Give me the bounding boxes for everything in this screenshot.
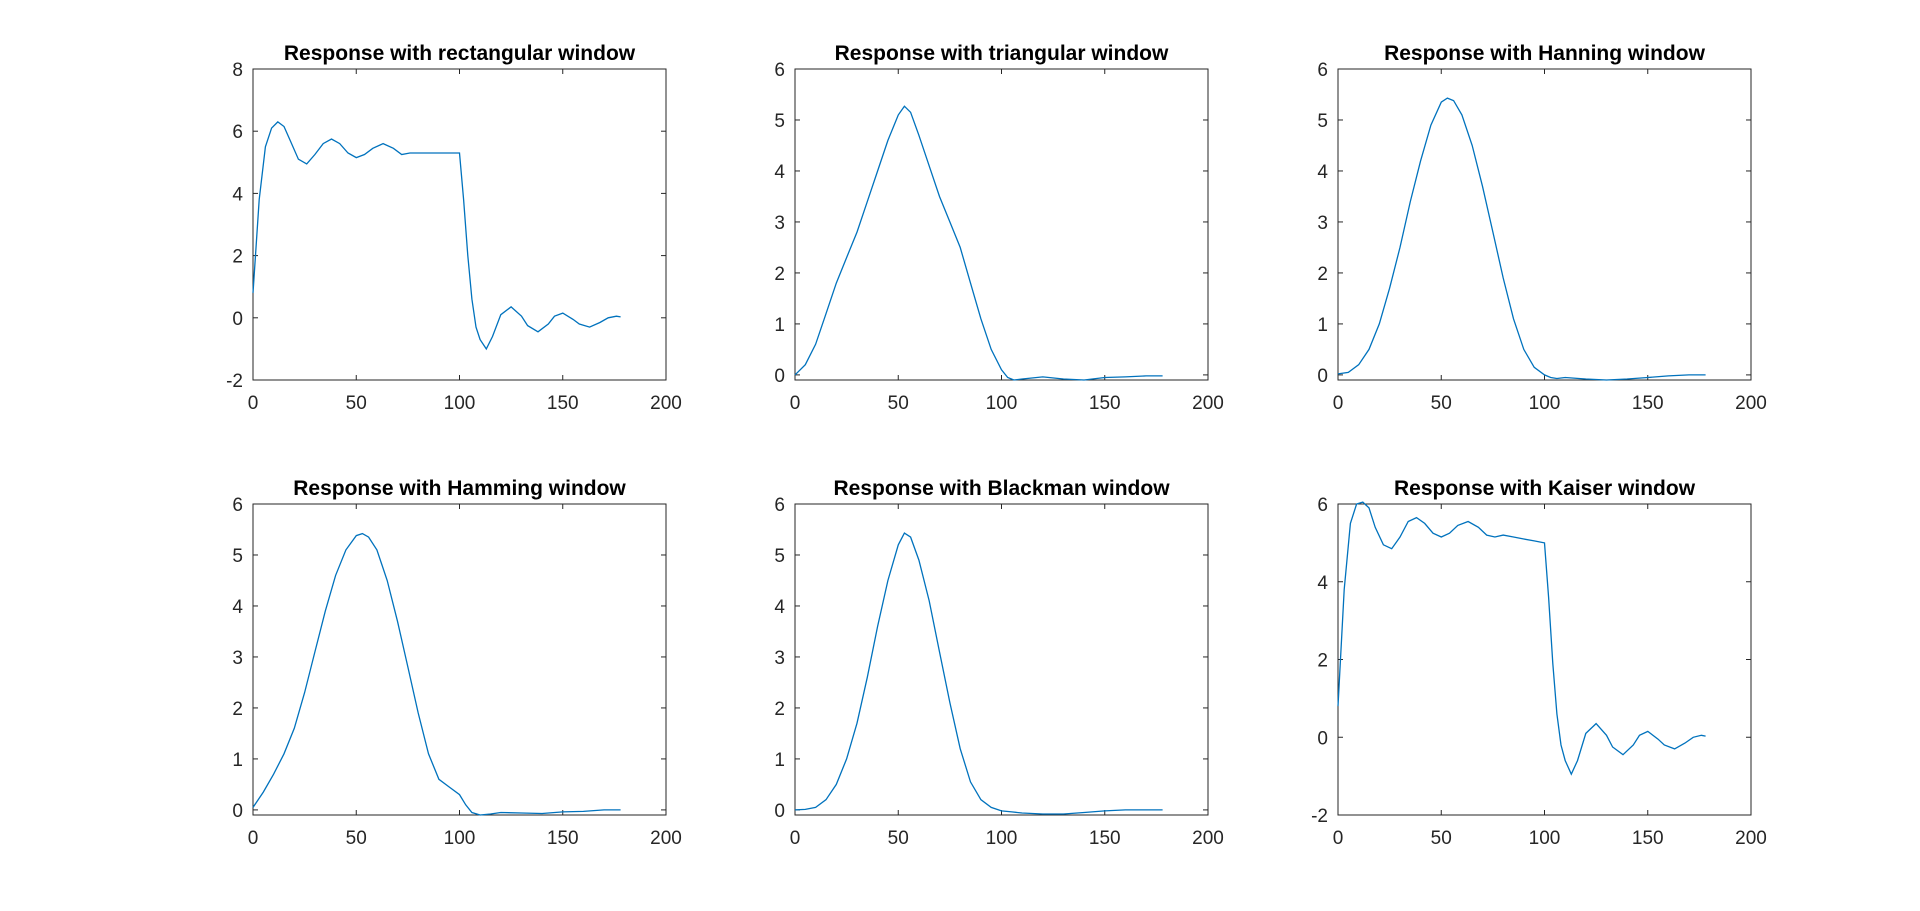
y-tick-label: 4: [774, 597, 785, 618]
chart-title: Response with rectangular window: [284, 42, 636, 65]
axes-box: [794, 68, 1209, 381]
y-tick-label: 3: [232, 648, 243, 669]
axes-box: [794, 503, 1209, 816]
x-tick-label: 200: [1192, 393, 1224, 414]
y-tick-label: 5: [1317, 111, 1328, 132]
x-tick-label: 100: [1529, 828, 1561, 849]
x-tick-label: 150: [1089, 828, 1121, 849]
y-tick-label: 0: [774, 801, 785, 822]
y-tick-label: 6: [232, 122, 243, 143]
y-tick-label: 4: [774, 162, 785, 183]
chart-title: Response with Blackman window: [833, 477, 1170, 500]
y-tick-label: 4: [1317, 162, 1328, 183]
chart-title: Response with Kaiser window: [1394, 477, 1696, 500]
y-tick-label: 3: [774, 648, 785, 669]
x-tick-label: 0: [790, 393, 801, 414]
x-tick-label: 0: [248, 828, 259, 849]
x-tick-label: 100: [986, 393, 1018, 414]
x-tick-label: 50: [888, 828, 909, 849]
x-tick-label: 100: [1529, 393, 1561, 414]
axes-box: [252, 503, 667, 816]
x-tick-label: 200: [1735, 828, 1767, 849]
y-tick-label: 2: [1317, 264, 1328, 285]
y-tick-label: 6: [774, 495, 785, 516]
x-tick-label: 200: [1735, 393, 1767, 414]
x-tick-label: 0: [1333, 393, 1344, 414]
y-tick-label: 6: [774, 60, 785, 81]
x-tick-label: 100: [444, 393, 476, 414]
y-tick-label: 8: [232, 60, 243, 81]
x-tick-label: 100: [444, 828, 476, 849]
axes-box: [1337, 68, 1752, 381]
y-tick-label: -2: [226, 371, 243, 392]
y-tick-label: 4: [232, 184, 243, 205]
y-tick-label: 6: [1317, 60, 1328, 81]
y-tick-label: 4: [232, 597, 243, 618]
axes-box: [1337, 503, 1752, 816]
x-tick-label: 50: [888, 393, 909, 414]
y-tick-label: 2: [1317, 651, 1328, 672]
chart-title: Response with Hamming window: [293, 477, 626, 500]
y-tick-label: 3: [1317, 213, 1328, 234]
y-tick-label: 5: [774, 546, 785, 567]
y-tick-label: 4: [1317, 573, 1328, 594]
y-tick-label: 5: [774, 111, 785, 132]
y-tick-label: 1: [1317, 315, 1328, 336]
y-tick-label: 0: [1317, 366, 1328, 387]
y-tick-label: 2: [774, 264, 785, 285]
x-tick-label: 150: [547, 393, 579, 414]
series-line: [1337, 97, 1706, 381]
x-tick-label: 0: [248, 393, 259, 414]
x-tick-label: 50: [1431, 828, 1452, 849]
y-tick-label: 6: [1317, 495, 1328, 516]
y-tick-label: 6: [232, 495, 243, 516]
series-line: [252, 121, 621, 351]
x-tick-label: 50: [346, 828, 367, 849]
x-tick-label: 150: [1089, 393, 1121, 414]
y-tick-label: 0: [232, 801, 243, 822]
x-tick-label: 200: [1192, 828, 1224, 849]
x-tick-label: 200: [650, 828, 682, 849]
x-tick-label: 150: [1632, 828, 1664, 849]
x-tick-label: 50: [1431, 393, 1452, 414]
series-line: [252, 532, 621, 816]
x-tick-label: 100: [986, 828, 1018, 849]
chart-title: Response with Hanning window: [1384, 42, 1706, 65]
x-tick-label: 150: [1632, 393, 1664, 414]
x-tick-label: 200: [650, 393, 682, 414]
x-tick-label: 50: [346, 393, 367, 414]
y-tick-label: 2: [774, 699, 785, 720]
y-tick-label: 2: [232, 699, 243, 720]
x-tick-label: 150: [547, 828, 579, 849]
y-tick-label: 1: [232, 750, 243, 771]
subplot-1: Response with rectangular window 0 50 100 15…: [226, 42, 682, 414]
y-tick-label: 1: [774, 315, 785, 336]
x-tick-label: 0: [1333, 828, 1344, 849]
x-tick-label: 0: [790, 828, 801, 849]
subplot-6: Response with Kaiser window 0 50 100 150 200 -…: [1311, 477, 1767, 849]
y-tick-label: 3: [774, 213, 785, 234]
y-tick-label: 0: [232, 309, 243, 330]
y-tick-label: 0: [1317, 728, 1328, 749]
y-tick-label: -2: [1311, 806, 1328, 827]
series-line: [1337, 501, 1706, 776]
y-tick-label: 5: [232, 546, 243, 567]
series-line: [794, 105, 1163, 381]
axes-box: [252, 68, 667, 381]
y-tick-label: 2: [232, 247, 243, 268]
y-tick-label: 1: [774, 750, 785, 771]
series-line: [794, 532, 1163, 815]
chart-title: Response with triangular window: [835, 42, 1169, 65]
y-tick-label: 0: [774, 366, 785, 387]
